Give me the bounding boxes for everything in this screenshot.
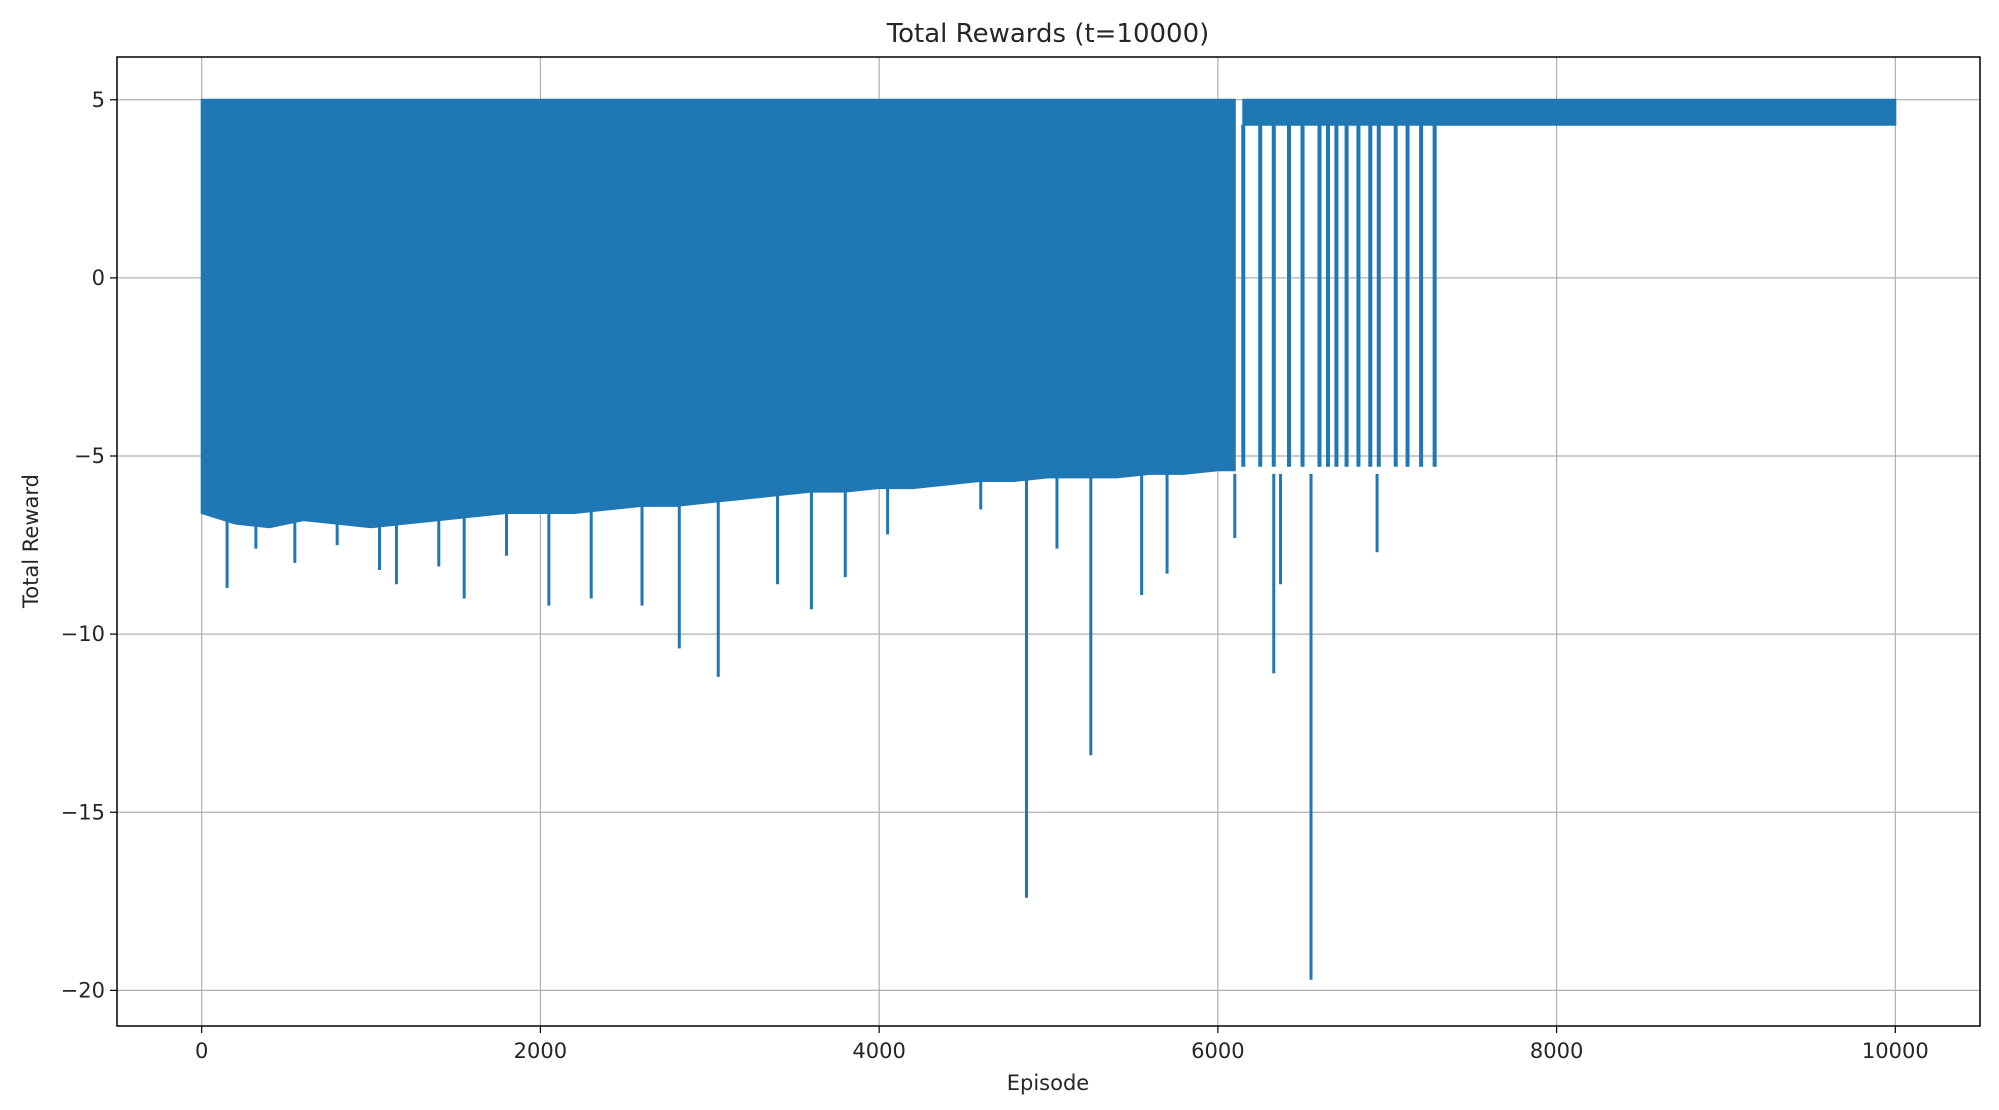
x-axis-label: Episode <box>1007 1071 1089 1095</box>
y-tick-label: −5 <box>74 444 105 468</box>
x-tick-label: 4000 <box>852 1039 905 1063</box>
x-tick-label: 10000 <box>1862 1039 1929 1063</box>
x-tick-label: 8000 <box>1530 1039 1583 1063</box>
x-tick-label: 0 <box>195 1039 208 1063</box>
y-tick-label: −20 <box>61 978 105 1002</box>
y-axis: 5 0 −5 −10 −15 −20 <box>61 88 117 1002</box>
y-axis-label: Total Reward <box>19 474 43 609</box>
y-tick-label: −15 <box>61 800 105 824</box>
y-tick-label: 5 <box>92 88 105 112</box>
chart-title: Total Rewards (t=10000) <box>886 19 1210 49</box>
data-series <box>200 98 1897 980</box>
reward-band-early <box>200 98 1236 529</box>
y-tick-label: 0 <box>92 266 105 290</box>
x-tick-label: 6000 <box>1191 1039 1244 1063</box>
y-tick-label: −10 <box>61 622 105 646</box>
reward-band-late <box>1242 98 1897 126</box>
plot-frame <box>116 56 1981 1027</box>
x-tick-label: 2000 <box>514 1039 567 1063</box>
x-axis: 0 2000 4000 6000 8000 10000 <box>195 1026 1929 1063</box>
